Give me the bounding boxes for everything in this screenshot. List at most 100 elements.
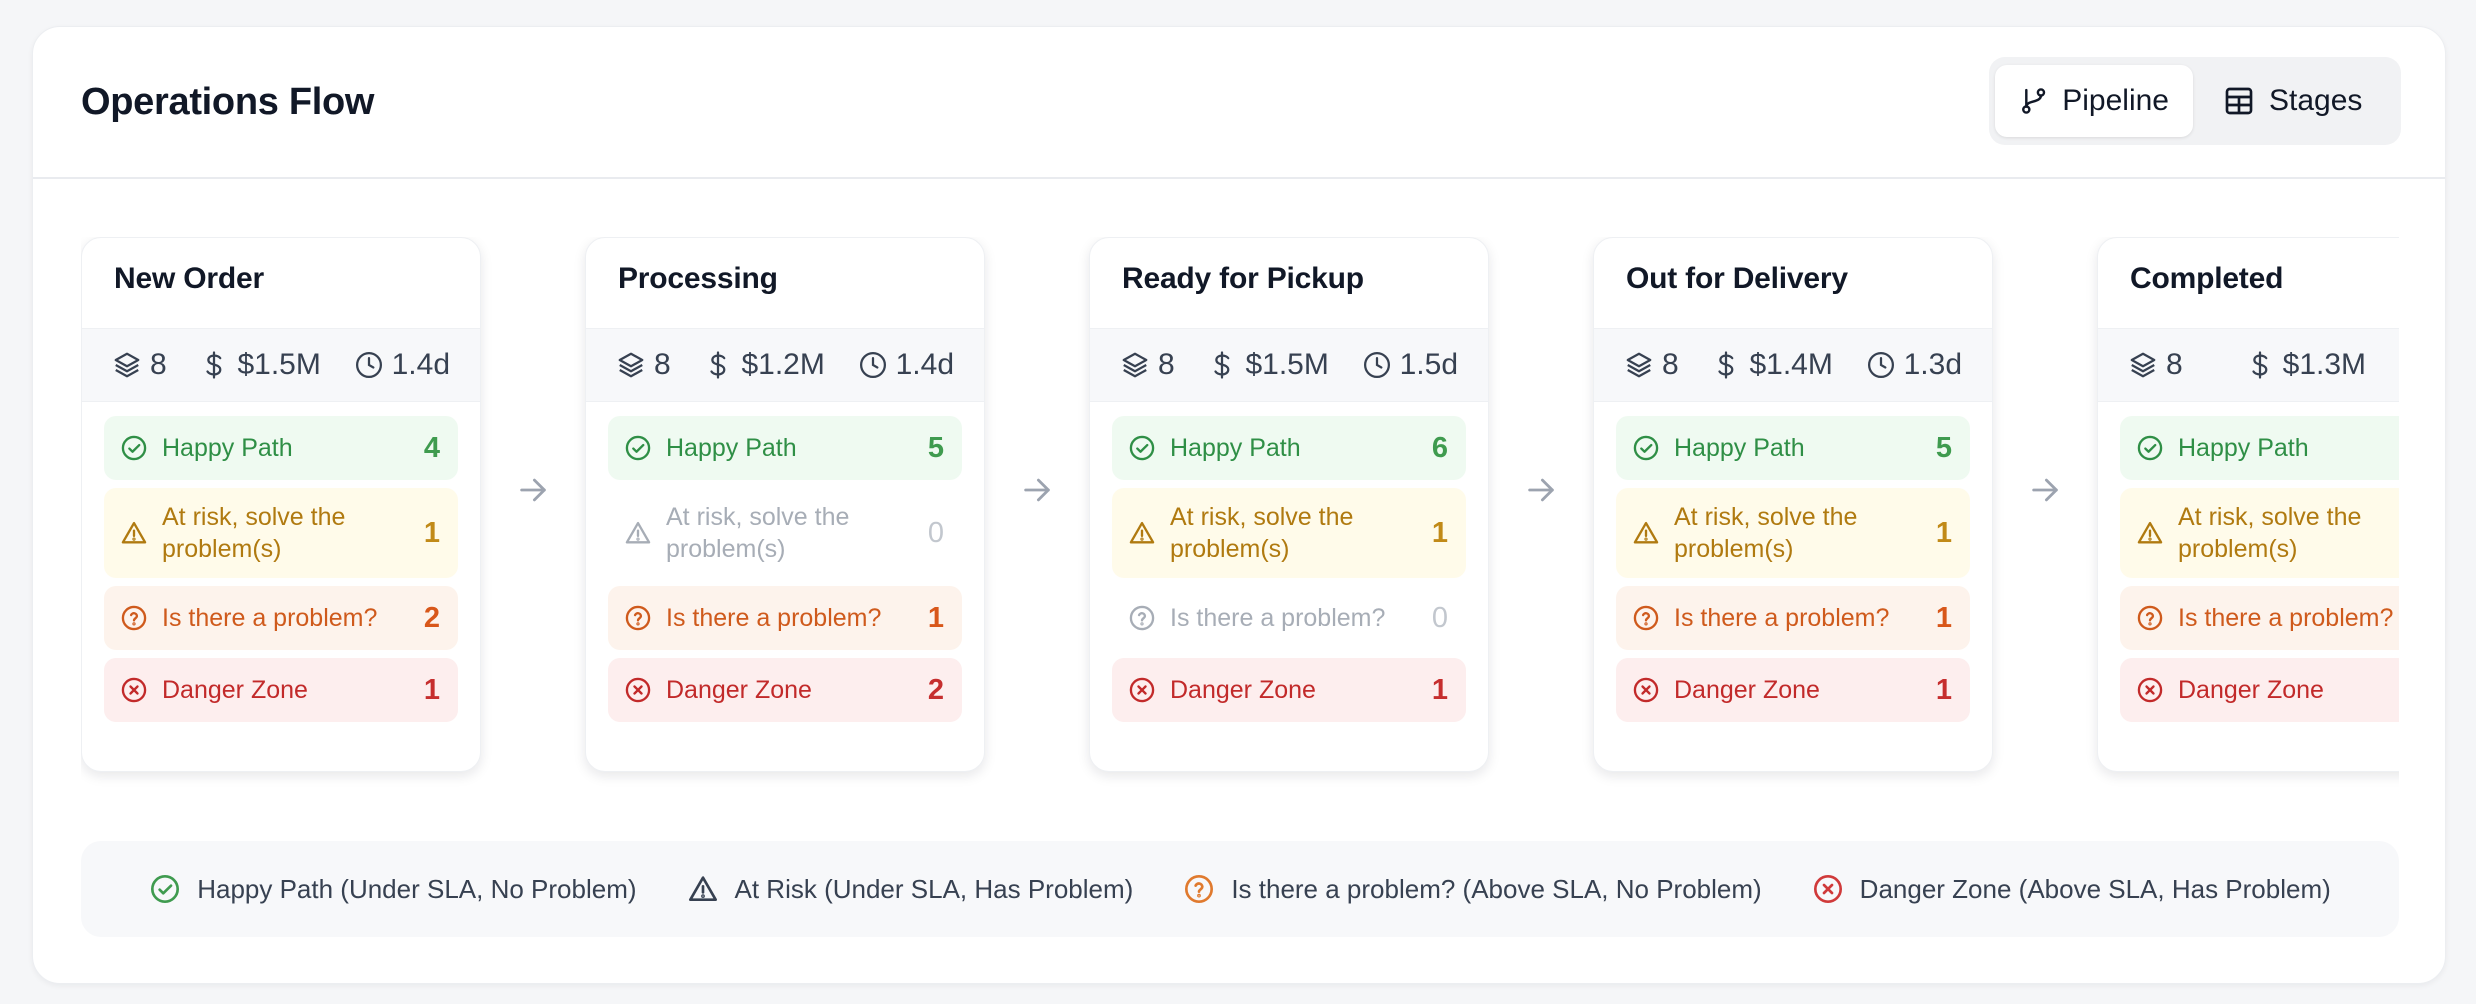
arrow-right-icon: [1528, 478, 1554, 502]
status-count: 2: [927, 673, 944, 706]
status-row-danger[interactable]: Danger Zone: [2120, 658, 2399, 722]
stage-name: Completed: [2130, 262, 2284, 295]
status-rows: Happy Path 6 At risk, solve the problem(s)…: [1090, 402, 1488, 722]
status-row-happy[interactable]: Happy Path: [2120, 416, 2399, 480]
stage-card[interactable]: Ready for Pickup 8 $1.5M 1.5d Happy Path 6 At …: [1089, 237, 1489, 772]
stage-time-metric: 1.4d: [354, 348, 450, 382]
x-circle-icon: [1633, 677, 1659, 703]
stage-value: $1.5M: [237, 348, 321, 381]
stage-metrics: 8 $1.5M 1.5d: [1090, 328, 1488, 402]
x-circle-icon: [625, 677, 651, 703]
status-count: 1: [423, 516, 440, 549]
status-count: 0: [1431, 601, 1448, 634]
legend-label: Is there a problem? (Above SLA, No Probl…: [1231, 873, 1762, 904]
status-row-happy[interactable]: Happy Path 4: [104, 416, 458, 480]
status-row-question[interactable]: Is there a problem? 1: [608, 586, 962, 650]
pipeline-flow: New Order 8 $1.5M 1.4d Happy Path 4 At risk, s…: [81, 237, 2399, 772]
x-circle-icon: [1129, 677, 1155, 703]
status-row-happy[interactable]: Happy Path 5: [1616, 416, 1970, 480]
stage-card[interactable]: New Order 8 $1.5M 1.4d Happy Path 4 At risk, s…: [81, 237, 481, 772]
table-icon: [2225, 87, 2253, 115]
clock-icon: [1363, 352, 1390, 378]
status-row-question[interactable]: Is there a problem? 2: [104, 586, 458, 650]
question-circle-icon: [1633, 605, 1659, 631]
legend-item-question: Is there a problem? (Above SLA, No Probl…: [1183, 873, 1762, 905]
operations-flow-panel: Operations Flow Pipeline Stages New Orde…: [32, 26, 2446, 984]
status-label: Is there a problem?: [2178, 603, 2394, 632]
stages-view-button[interactable]: Stages: [2199, 65, 2386, 137]
status-count: 1: [1431, 516, 1448, 549]
stage-value: $1.4M: [1749, 348, 1833, 381]
stage-time-metric: 1.3d: [1866, 348, 1962, 382]
view-toggle: Pipeline Stages: [1989, 57, 2401, 145]
status-count: 1: [1935, 673, 1952, 706]
stage-count: 8: [1158, 348, 1175, 381]
status-count: 0: [927, 516, 944, 549]
stage-card[interactable]: Out for Delivery 8 $1.4M 1.3d Happy Path 5 At …: [1593, 237, 1993, 772]
status-row-question[interactable]: Is there a problem?: [2120, 586, 2399, 650]
status-count: 6: [1431, 431, 1448, 464]
pipeline-view-button[interactable]: Pipeline: [1995, 65, 2193, 137]
x-circle-icon: [121, 677, 147, 703]
check-circle-icon: [1633, 435, 1659, 461]
status-row-question[interactable]: Is there a problem? 1: [1616, 586, 1970, 650]
status-row-danger[interactable]: Danger Zone 1: [1112, 658, 1466, 722]
clock-icon: [1867, 352, 1894, 378]
status-label: Is there a problem?: [1170, 603, 1386, 632]
status-label: Happy Path: [666, 433, 797, 462]
status-label: Happy Path: [2178, 433, 2309, 462]
x-circle-icon: [2137, 677, 2163, 703]
status-rows: Happy Path 5 At risk, solve the problem(s)…: [1594, 402, 1992, 722]
status-row-risk[interactable]: At risk, solve the problem(s) 0: [608, 488, 962, 578]
stage-value-metric: $1.4M: [1711, 348, 1833, 382]
stage-time: 1.4d: [391, 348, 450, 381]
stage-value: $1.3M: [2282, 348, 2367, 381]
status-row-risk[interactable]: At risk, solve the problem(s) 1: [1112, 488, 1466, 578]
check-circle-icon: [625, 435, 651, 461]
stage-card[interactable]: Completed 8 $1.3M Happy Path At risk, solve …: [2097, 237, 2399, 772]
arrow-right-icon: [1024, 478, 1050, 502]
legend-item-risk: At Risk (Under SLA, Has Problem): [687, 873, 1134, 905]
status-label: Happy Path: [1170, 433, 1301, 462]
status-label: Danger Zone: [666, 675, 812, 704]
stage-name: New Order: [114, 262, 264, 295]
status-row-danger[interactable]: Danger Zone 2: [608, 658, 962, 722]
stage-metrics: 8 $1.3M: [2098, 328, 2399, 402]
status-row-risk[interactable]: At risk, solve the problem(s) 1: [1616, 488, 1970, 578]
flow-arrow: [1489, 237, 1593, 507]
status-row-happy[interactable]: Happy Path 6: [1112, 416, 1466, 480]
stage-card[interactable]: Processing 8 $1.2M 1.4d Happy Path 5 At risk, …: [585, 237, 985, 772]
flow-arrow: [985, 237, 1089, 507]
stage-name: Processing: [618, 262, 778, 295]
stage-metrics: 8 $1.5M 1.4d: [82, 328, 480, 402]
stages-label: Stages: [2269, 84, 2363, 117]
question-circle-icon: [1185, 875, 1214, 903]
stage-time: 1.3d: [1903, 348, 1962, 381]
legend-label: Happy Path (Under SLA, No Problem): [197, 873, 637, 904]
stage-time-metric: 1.5d: [1362, 348, 1458, 382]
legend-label: At Risk (Under SLA, Has Problem): [734, 873, 1134, 904]
dollar-icon: [710, 351, 726, 379]
warning-triangle-icon: [2137, 521, 2163, 544]
clock-icon: [355, 352, 382, 378]
clock-icon: [859, 352, 886, 378]
status-row-risk[interactable]: At risk, solve the problem(s) 1: [104, 488, 458, 578]
status-count: 1: [927, 601, 944, 634]
status-row-risk[interactable]: At risk, solve the problem(s): [2120, 488, 2399, 578]
status-row-question[interactable]: Is there a problem? 0: [1112, 586, 1466, 650]
stage-time-metric: 1.4d: [858, 348, 954, 382]
warning-triangle-icon: [121, 521, 147, 544]
stage-count: 8: [1662, 348, 1679, 381]
status-label: Danger Zone: [162, 675, 308, 704]
stage-count-metric: 8: [1624, 348, 1679, 382]
pipeline-scroll-area[interactable]: New Order 8 $1.5M 1.4d Happy Path 4 At risk, s…: [81, 237, 2399, 797]
status-row-danger[interactable]: Danger Zone 1: [104, 658, 458, 722]
stage-time: 1.4d: [895, 348, 954, 381]
status-row-happy[interactable]: Happy Path 5: [608, 416, 962, 480]
git-branch-icon: [2022, 88, 2046, 114]
status-count: 4: [423, 431, 440, 464]
dollar-icon: [2252, 351, 2268, 379]
status-row-danger[interactable]: Danger Zone 1: [1616, 658, 1970, 722]
status-label: At risk, solve the problem(s): [1170, 502, 1354, 564]
status-rows: Happy Path 4 At risk, solve the problem(s)…: [82, 402, 480, 722]
